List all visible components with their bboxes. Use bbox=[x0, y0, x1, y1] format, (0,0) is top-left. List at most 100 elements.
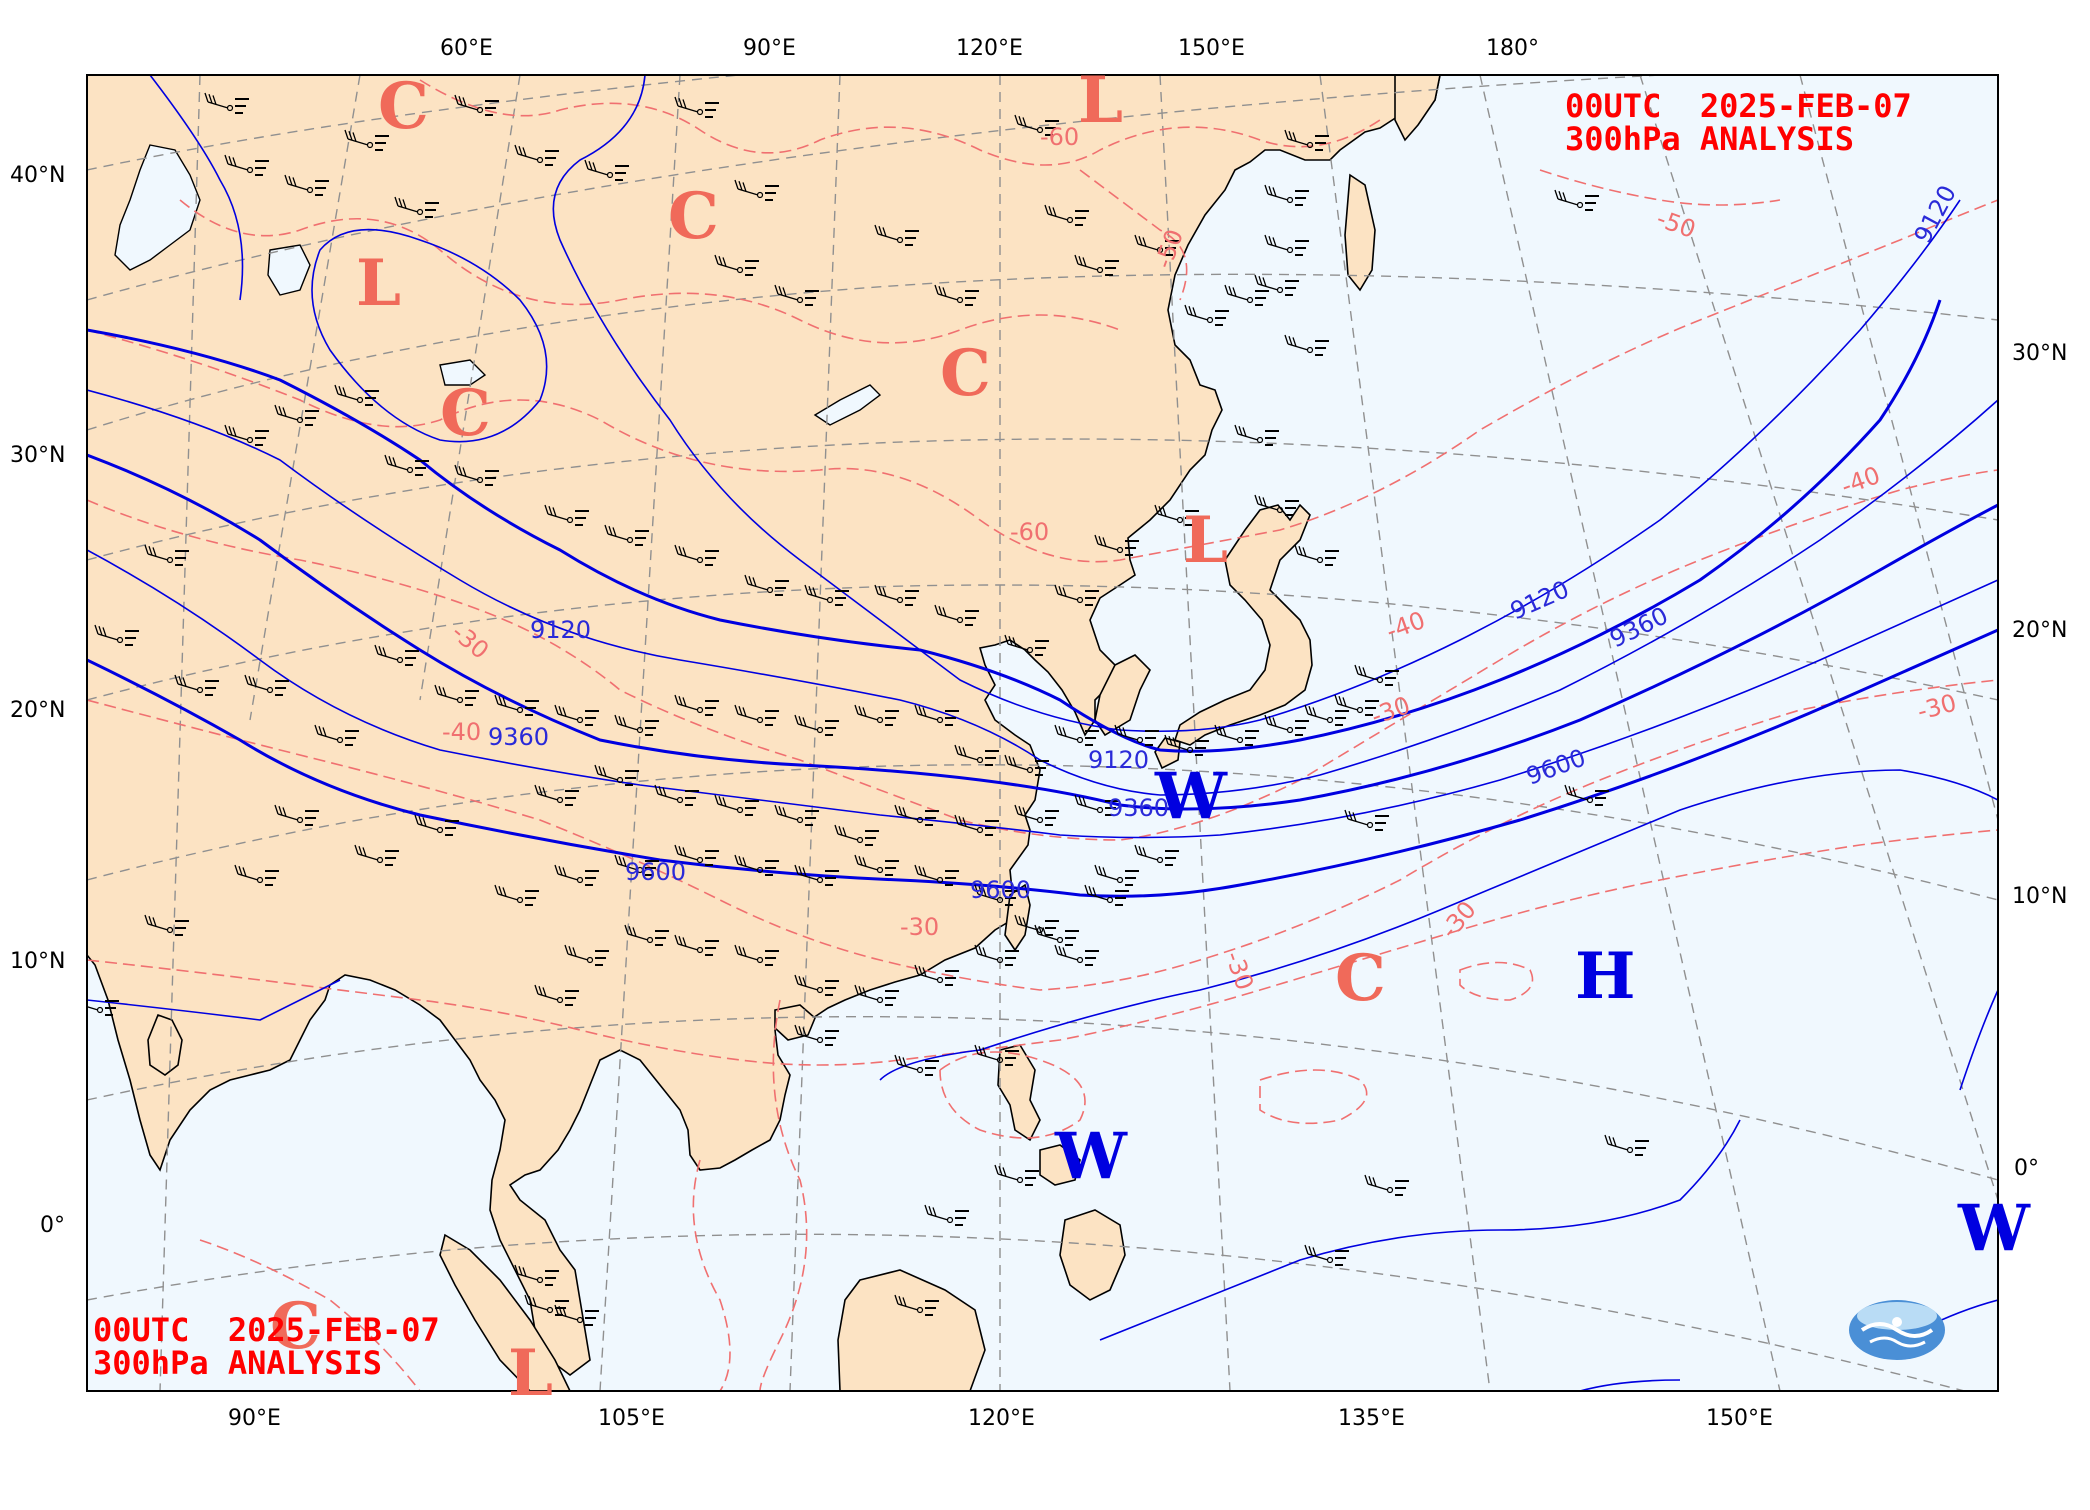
wind-barb bbox=[874, 224, 919, 246]
wind-barb bbox=[954, 744, 999, 766]
height-label: 9360 bbox=[1108, 794, 1169, 822]
wind-barb bbox=[1264, 234, 1309, 256]
cold-center-marker: C bbox=[440, 376, 491, 451]
station-plots bbox=[87, 92, 1649, 1326]
lon-label: 120°E bbox=[956, 36, 1023, 61]
lon-label: 150°E bbox=[1178, 36, 1245, 61]
left-latitude-labels: 40°N 30°N 20°N 10°N 0° bbox=[10, 163, 65, 1238]
wind-barb bbox=[974, 884, 1019, 906]
title-bottom-line1: 00UTC 2025-FEB-07 bbox=[93, 1311, 440, 1349]
wind-barb bbox=[1004, 754, 1049, 776]
wind-barb bbox=[974, 1044, 1019, 1066]
land-taiwan bbox=[1004, 883, 1031, 952]
wind-barb bbox=[654, 784, 699, 806]
warm-center-marker: W bbox=[1957, 1191, 2031, 1266]
wind-barb bbox=[224, 154, 269, 176]
wind-barb bbox=[804, 584, 849, 606]
warm-center-marker: W bbox=[1154, 759, 1228, 834]
lat-label: 30°N bbox=[10, 443, 65, 468]
wind-barb bbox=[1094, 534, 1139, 556]
land-visayas bbox=[1039, 1144, 1081, 1186]
wind-barb bbox=[1074, 794, 1119, 816]
lake-baikal bbox=[813, 384, 882, 426]
wind-barb bbox=[1154, 504, 1199, 526]
wind-barb bbox=[144, 914, 189, 936]
wind-barb bbox=[414, 814, 459, 836]
cold-center-marker: C bbox=[270, 1289, 321, 1364]
wind-barb bbox=[554, 864, 599, 886]
wind-barb bbox=[234, 864, 279, 886]
graticule bbox=[87, 75, 1998, 1391]
wind-barb bbox=[274, 804, 319, 826]
temp-label: -40 bbox=[442, 718, 481, 746]
wind-barb bbox=[584, 159, 629, 181]
wind-barb bbox=[284, 174, 329, 196]
wind-barb bbox=[924, 1204, 969, 1226]
wind-barb bbox=[384, 454, 429, 476]
land-sumatra bbox=[439, 1233, 571, 1391]
wind-barb bbox=[1094, 864, 1139, 886]
wind-barb bbox=[674, 934, 719, 956]
wind-barb bbox=[894, 804, 939, 826]
lon-label: 90°E bbox=[228, 1406, 281, 1431]
land-mindanao bbox=[1059, 1209, 1126, 1301]
wind-barb bbox=[1304, 1244, 1349, 1266]
wind-barb bbox=[674, 844, 719, 866]
wind-barb bbox=[1054, 944, 1099, 966]
wind-barb bbox=[674, 694, 719, 716]
wind-barb bbox=[614, 854, 659, 876]
land-japan bbox=[1173, 503, 1313, 746]
temperature-contours bbox=[87, 79, 1998, 1391]
cold-center-marker: C bbox=[668, 179, 719, 254]
low-center-marker: L bbox=[1078, 63, 1123, 138]
wind-barb bbox=[854, 854, 899, 876]
wind-barb bbox=[314, 724, 359, 746]
height-label: 9120 bbox=[1088, 746, 1149, 774]
wind-barb bbox=[494, 884, 539, 906]
lon-label: 60°E bbox=[440, 36, 493, 61]
wind-barb bbox=[354, 844, 399, 866]
wind-barb bbox=[774, 804, 819, 826]
wind-barb bbox=[1294, 544, 1339, 566]
height-label: 9600 bbox=[625, 858, 686, 886]
temp-label: -60 bbox=[1040, 123, 1079, 151]
lat-label: 40°N bbox=[10, 163, 65, 188]
wind-barb bbox=[1334, 694, 1379, 716]
wind-barb bbox=[1554, 189, 1599, 211]
wind-barb bbox=[614, 714, 659, 736]
wind-barb bbox=[624, 924, 669, 946]
wind-barb bbox=[1344, 809, 1389, 831]
wind-barb bbox=[774, 284, 819, 306]
wind-barb bbox=[734, 704, 779, 726]
wind-barb bbox=[714, 794, 759, 816]
wind-barb bbox=[834, 824, 879, 846]
top-longitude-labels: 60°E 90°E 120°E 150°E 180° bbox=[440, 36, 1539, 61]
bottom-longitude-labels: 90°E 105°E 120°E 135°E 150°E bbox=[228, 1406, 1773, 1431]
wind-barb bbox=[454, 94, 499, 116]
height-label: 9360 bbox=[488, 723, 549, 751]
lake-caspian bbox=[114, 144, 201, 271]
warm-center-marker: W bbox=[1054, 1119, 1128, 1194]
wind-barb bbox=[744, 574, 789, 596]
wind-barb bbox=[144, 544, 189, 566]
lon-label: 135°E bbox=[1338, 1406, 1405, 1431]
wind-barb bbox=[974, 944, 1019, 966]
map-frame bbox=[86, 74, 1999, 1392]
lat-label: 10°N bbox=[10, 949, 65, 974]
lon-label: 90°E bbox=[743, 36, 796, 61]
wind-barb bbox=[1254, 494, 1299, 516]
wind-barb bbox=[1114, 724, 1159, 746]
wind-barb bbox=[534, 784, 579, 806]
wind-barb bbox=[1234, 424, 1279, 446]
wind-barb bbox=[674, 544, 719, 566]
wind-barb bbox=[514, 144, 559, 166]
wind-barb bbox=[1354, 664, 1399, 686]
wind-barb bbox=[94, 624, 139, 646]
wind-barb bbox=[1604, 1134, 1649, 1156]
low-center-marker: L bbox=[356, 246, 401, 321]
land-luzon bbox=[997, 1044, 1041, 1142]
lon-label: 150°E bbox=[1706, 1406, 1773, 1431]
wind-barb bbox=[894, 1054, 939, 1076]
cold-center-marker: C bbox=[1335, 941, 1386, 1016]
lat-label: 20°N bbox=[2012, 618, 2067, 643]
